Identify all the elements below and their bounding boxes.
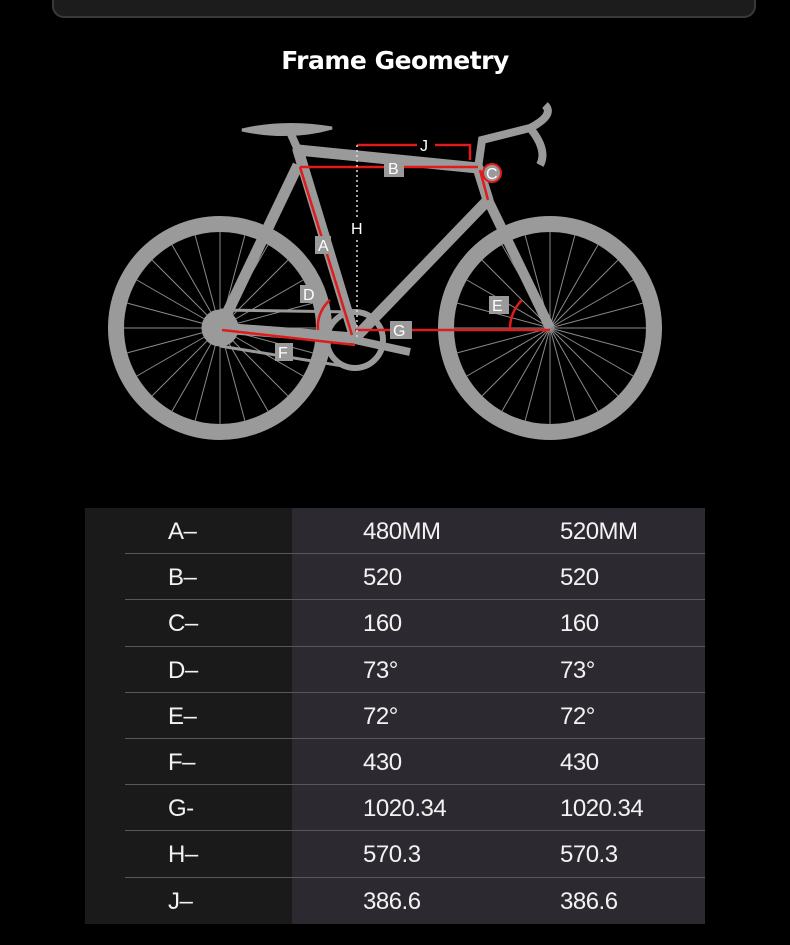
- spoke: [457, 327, 551, 354]
- value-size-480: 386.6: [363, 887, 421, 915]
- row-divider: [125, 645, 705, 647]
- table-row: G- 1020.34 1020.34: [85, 785, 705, 832]
- value-size-480: 72°: [363, 702, 398, 730]
- table-row: H– 570.3 570.3: [85, 831, 705, 878]
- svg-text:H: H: [351, 221, 363, 238]
- label-d: D: [300, 285, 320, 304]
- table-row: F– 430 430: [85, 739, 705, 786]
- spoke: [549, 327, 634, 377]
- spoke: [466, 327, 551, 377]
- dimension-label: E–: [168, 702, 197, 730]
- spoke: [549, 327, 599, 412]
- value-size-520: 72°: [560, 702, 595, 730]
- stem-handlebar: [474, 102, 552, 169]
- value-size-520: 160: [560, 610, 599, 638]
- spoke: [501, 327, 551, 412]
- table-row: E– 72° 72°: [85, 693, 705, 739]
- svg-text:J: J: [420, 138, 428, 155]
- value-size-520: 570.3: [560, 841, 618, 869]
- spoke: [549, 302, 643, 329]
- value-size-520: 520MM: [560, 518, 638, 545]
- svg-text:D: D: [303, 287, 315, 304]
- label-g: G: [390, 321, 412, 340]
- saddle: [241, 122, 333, 136]
- dimension-label: G-: [168, 795, 194, 823]
- table-row: C– 160 160: [85, 600, 705, 647]
- measure-j: [357, 143, 472, 160]
- bike-illustration: [108, 102, 662, 440]
- dimension-label: F–: [168, 749, 196, 776]
- spoke: [549, 327, 576, 421]
- value-size-480: 520: [363, 564, 402, 592]
- dimension-label: A–: [168, 518, 197, 545]
- value-size-520: 430: [560, 749, 599, 776]
- crank: [354, 336, 411, 356]
- row-divider: [125, 553, 705, 555]
- label-h: H: [348, 219, 368, 238]
- measure-f: [221, 328, 356, 347]
- measure-c: [478, 169, 490, 201]
- label-e: E: [489, 296, 509, 315]
- dimension-label: J–: [168, 887, 193, 915]
- geometry-table: A– 480MM 520MM B– 520 520 C– 160 160 D– 73° 73° E– 72…: [85, 508, 705, 924]
- label-c: C: [482, 163, 502, 183]
- row-divider: [125, 691, 705, 693]
- bike-geometry-diagram: A B C D E F G H J: [108, 102, 662, 440]
- table-row: B– 520 520: [85, 554, 705, 601]
- measure-e: [508, 299, 523, 331]
- spoke: [549, 327, 643, 354]
- svg-text:G: G: [393, 323, 405, 340]
- label-b: B: [384, 159, 404, 178]
- previous-section-frame: [52, 0, 756, 18]
- cassette: [201, 309, 239, 347]
- measure-d: [316, 299, 331, 331]
- label-a: A: [315, 236, 331, 255]
- spoke: [549, 279, 634, 329]
- spoke: [524, 327, 551, 421]
- svg-text:B: B: [388, 161, 399, 178]
- value-size-520: 520: [560, 564, 599, 592]
- value-size-520: 73°: [560, 656, 595, 684]
- row-divider: [125, 830, 705, 832]
- table-row: A– 480MM 520MM: [85, 508, 705, 555]
- value-size-520: 386.6: [560, 887, 618, 915]
- value-size-480: 570.3: [363, 841, 421, 869]
- value-size-480: 430: [363, 749, 402, 776]
- value-size-480: 160: [363, 610, 402, 638]
- dimension-label: D–: [168, 656, 198, 684]
- table-row: J– 386.6 386.6: [85, 878, 705, 924]
- spoke: [457, 302, 551, 329]
- row-divider: [125, 876, 705, 878]
- row-divider: [125, 737, 705, 739]
- fork: [483, 197, 555, 331]
- svg-text:A: A: [318, 238, 329, 255]
- row-divider: [125, 784, 705, 786]
- value-size-480: 1020.34: [363, 795, 447, 823]
- spoke: [481, 327, 551, 397]
- svg-text:C: C: [486, 166, 498, 183]
- dimension-label: B–: [168, 564, 197, 592]
- value-size-480: 73°: [363, 656, 398, 684]
- svg-text:E: E: [492, 298, 503, 315]
- label-j: J: [417, 136, 435, 155]
- spoke: [549, 259, 619, 329]
- spoke: [549, 244, 599, 329]
- spoke: [549, 327, 619, 397]
- value-size-480: 480MM: [363, 518, 441, 545]
- spoke: [549, 235, 576, 329]
- row-divider: [125, 599, 705, 601]
- svg-text:F: F: [278, 345, 288, 362]
- spoke: [481, 259, 551, 329]
- value-size-520: 1020.34: [560, 795, 644, 823]
- table-row: D– 73° 73°: [85, 647, 705, 693]
- label-f: F: [275, 343, 293, 362]
- front-wheel: [438, 216, 662, 440]
- dimension-label: C–: [168, 610, 198, 638]
- rear-wheel: [108, 216, 332, 440]
- page-title: Frame Geometry: [281, 46, 509, 75]
- dimension-label: H–: [168, 841, 198, 869]
